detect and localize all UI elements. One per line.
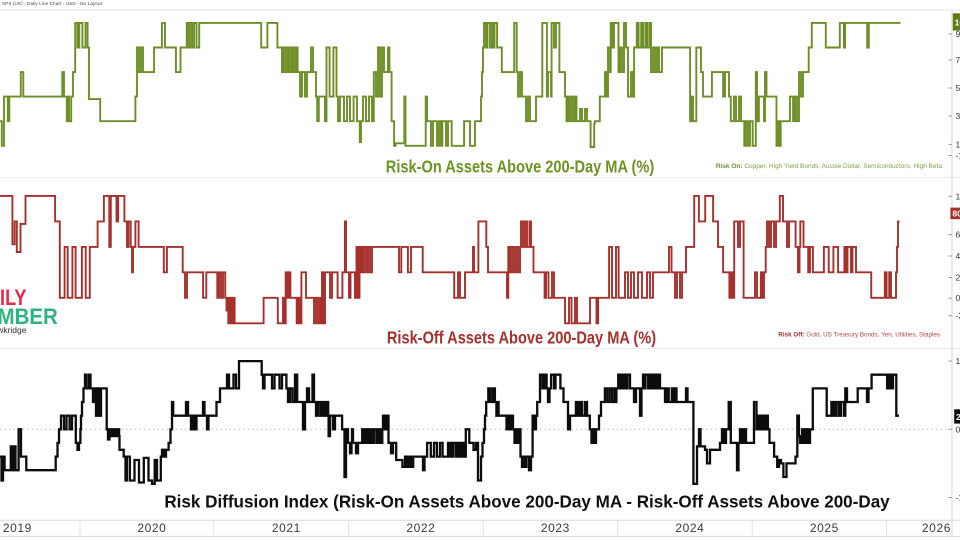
- svg-text:100: 100: [956, 191, 960, 201]
- svg-text:60: 60: [956, 230, 960, 240]
- svg-text:40: 40: [956, 251, 960, 261]
- svg-text:-10: -10: [956, 151, 960, 161]
- svg-text:2022: 2022: [406, 521, 435, 535]
- svg-text:-100: -100: [956, 493, 960, 503]
- svg-text:20: 20: [956, 412, 960, 422]
- svg-text:50: 50: [956, 83, 960, 93]
- svg-text:2021: 2021: [272, 521, 301, 535]
- svg-text:80: 80: [952, 208, 960, 218]
- svg-text:100: 100: [955, 18, 960, 28]
- svg-text:Risk Off: Gold, US Treasury Bo: Risk Off: Gold, US Treasury Bonds, Yen, …: [778, 332, 940, 339]
- svg-text:90: 90: [956, 29, 960, 39]
- svg-text:2026: 2026: [922, 521, 951, 535]
- svg-text:Risk On: Copper, High Yield Bo: Risk On: Copper, High Yield Bonds, Aussi…: [716, 163, 943, 170]
- svg-text:70: 70: [956, 55, 960, 65]
- svg-text:Risk Diffusion Index (Risk-On: Risk Diffusion Index (Risk-On Assets Abo…: [164, 491, 890, 511]
- svg-text:100: 100: [956, 356, 960, 366]
- svg-text:Risk-On Assets Above 200-Day M: Risk-On Assets Above 200-Day MA (%): [386, 157, 654, 177]
- svg-text:0: 0: [956, 424, 960, 434]
- svg-text:-20: -20: [956, 311, 960, 321]
- svg-text:2024: 2024: [675, 521, 704, 535]
- svg-text:20: 20: [956, 273, 960, 283]
- svg-text:Risk-Off Assets Above 200-Day: Risk-Off Assets Above 200-Day MA (%): [387, 328, 656, 348]
- svg-text:2023: 2023: [541, 521, 570, 535]
- svg-text:2020: 2020: [137, 521, 166, 535]
- svg-text:10: 10: [956, 139, 960, 149]
- svg-text:30: 30: [956, 111, 960, 121]
- svg-text:2019: 2019: [3, 521, 32, 535]
- svg-text:0: 0: [956, 293, 960, 303]
- svg-text:2025: 2025: [810, 521, 839, 535]
